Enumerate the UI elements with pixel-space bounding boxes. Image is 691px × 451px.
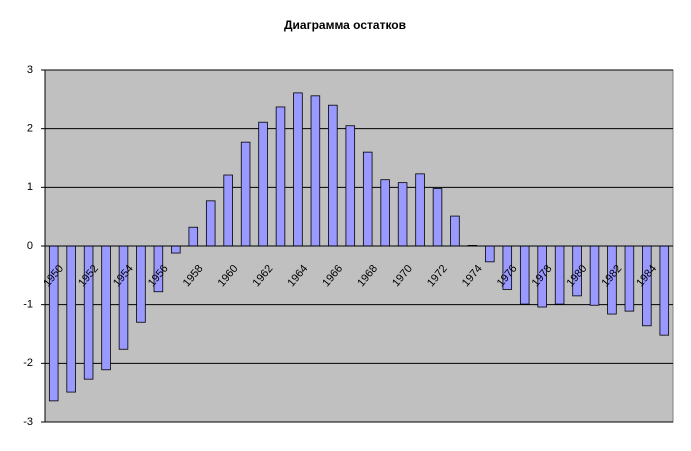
bar <box>205 200 216 247</box>
bar <box>589 245 600 306</box>
bar <box>554 245 565 305</box>
bar <box>362 151 373 247</box>
bar <box>432 188 443 247</box>
y-tick-label: 0 <box>27 240 33 252</box>
bar <box>345 125 356 247</box>
bar <box>397 182 408 247</box>
bar <box>101 245 111 371</box>
bar <box>659 245 670 336</box>
bar <box>485 245 495 263</box>
bar <box>240 141 251 247</box>
bar <box>519 245 530 305</box>
bar <box>293 92 303 247</box>
bar <box>136 245 146 323</box>
bar <box>223 174 233 247</box>
y-tick-label: 1 <box>27 181 33 193</box>
y-tick-label: 3 <box>27 64 33 76</box>
bar <box>310 95 321 247</box>
bar <box>450 215 460 247</box>
y-tick-label: 2 <box>27 123 33 135</box>
bar <box>171 245 181 254</box>
bar <box>258 121 268 247</box>
bar <box>415 173 425 247</box>
y-tick-label: -1 <box>23 299 33 311</box>
bar <box>275 106 286 247</box>
bar <box>118 245 129 350</box>
bar <box>328 104 338 247</box>
bar <box>380 179 390 247</box>
bar <box>188 226 199 247</box>
bar <box>66 245 76 393</box>
chart-title: Диаграмма остатков <box>284 18 406 32</box>
y-tick-label: -2 <box>23 357 33 369</box>
y-tick-label: -3 <box>23 416 33 428</box>
bar <box>624 245 635 312</box>
